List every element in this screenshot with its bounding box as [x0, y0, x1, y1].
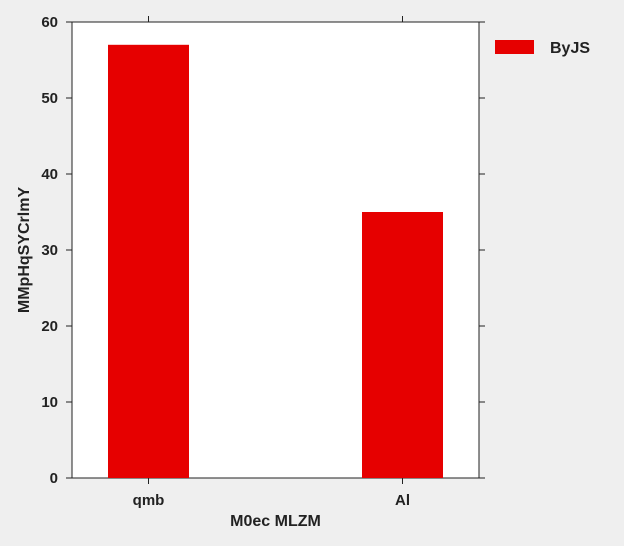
x-tick-label-Al: Al: [395, 492, 410, 509]
x-axis-ticks: qmb Al: [133, 16, 410, 509]
y-tick-label: 10: [41, 394, 58, 411]
y-tick-label: 30: [41, 242, 58, 259]
x-axis-label: M0ec MLZM: [230, 513, 321, 530]
legend-swatch: [495, 40, 534, 54]
legend-label: ByJS: [550, 40, 590, 57]
y-axis-ticks: 0 10 20 30 40 50 60: [41, 14, 485, 487]
bar-qmb: [108, 44, 189, 479]
y-tick-label: 20: [41, 318, 58, 335]
y-axis-label: MMpHqSYCrlmY: [16, 187, 33, 314]
bar-Al: [362, 212, 443, 478]
y-tick-label: 40: [41, 166, 58, 183]
y-tick-label: 60: [41, 14, 58, 31]
bars-group: [108, 44, 443, 479]
y-tick-label: 50: [41, 90, 58, 107]
legend: ByJS: [495, 40, 590, 57]
y-tick-label: 0: [50, 470, 58, 487]
x-tick-label-qmb: qmb: [133, 492, 165, 509]
